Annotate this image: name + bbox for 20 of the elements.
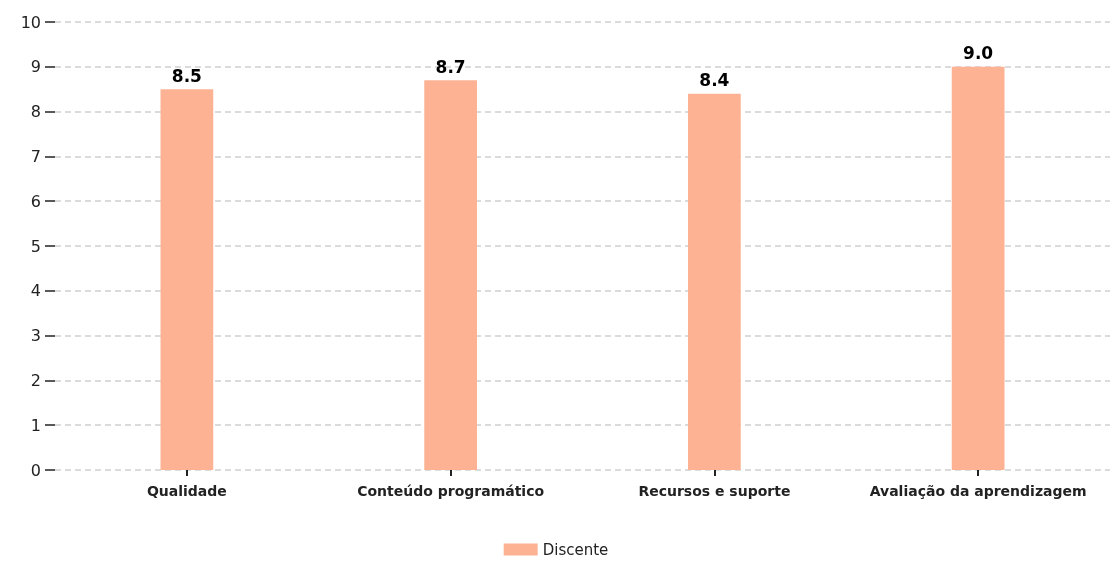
y-tick-label: 2	[30, 370, 41, 390]
y-tick-label: 5	[30, 236, 41, 256]
data-label: 8.5	[171, 65, 202, 86]
y-tick-label: 9	[30, 57, 41, 77]
y-tick-label: 10	[20, 12, 41, 32]
y-tick-label: 6	[30, 191, 41, 211]
y-tick-label: 0	[30, 460, 41, 480]
data-label: 8.4	[699, 70, 730, 91]
y-tick-label: 8	[30, 102, 41, 122]
x-tick-label: Avaliação da aprendizagem	[869, 483, 1087, 499]
y-tick-label: 3	[30, 326, 41, 346]
legend-label: Discente	[542, 540, 609, 559]
x-tick-label: Conteúdo programático	[357, 483, 545, 499]
data-label: 8.7	[435, 56, 466, 77]
data-label: 9.0	[963, 43, 994, 64]
y-tick-label: 4	[30, 281, 41, 301]
y-tick-label: 7	[30, 146, 41, 166]
x-tick-label: Recursos e suporte	[638, 483, 791, 499]
y-tick-label: 1	[30, 415, 41, 435]
x-tick-label: Qualidade	[146, 483, 227, 499]
